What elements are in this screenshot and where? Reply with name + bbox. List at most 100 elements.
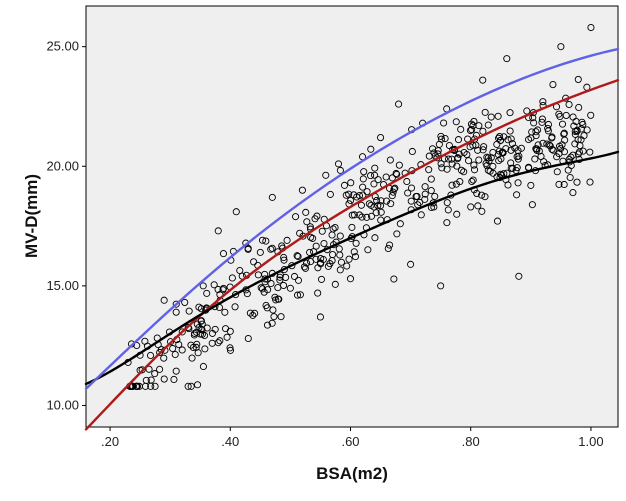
scatter-point [219, 250, 228, 258]
scatter-point [557, 43, 565, 51]
scatter-point [472, 141, 480, 149]
scatter-point [386, 156, 394, 164]
scatter-point [280, 256, 288, 264]
scatter-point [396, 220, 404, 228]
scatter-point [508, 140, 516, 148]
scatter-point [133, 341, 141, 350]
scatter-point [455, 150, 463, 158]
scatter-point [371, 171, 379, 179]
scatter-point [504, 181, 512, 189]
scatter-point [534, 141, 542, 149]
scatter-point [316, 313, 324, 321]
scatter-point [132, 382, 140, 390]
scatter-point [506, 109, 514, 117]
scatter-point [367, 145, 375, 153]
scatter-point [244, 245, 252, 253]
scatter-point [345, 255, 353, 263]
scatter-point [355, 191, 363, 200]
scatter-point [146, 351, 155, 360]
scatter-point [189, 343, 197, 352]
scatter-point [567, 153, 575, 161]
scatter-point [500, 170, 508, 178]
scatter-point [539, 139, 547, 147]
scatter-point [363, 213, 371, 221]
scatter-point [211, 325, 219, 333]
scatter-point [181, 298, 189, 306]
scatter-point [350, 248, 358, 256]
scatter-point [151, 370, 159, 378]
scatter-point [495, 134, 503, 142]
scatter-point [303, 259, 311, 267]
scatter-point [348, 211, 356, 219]
scatter-point [188, 354, 196, 362]
scatter-point [320, 239, 328, 248]
scatter-point [537, 152, 545, 160]
scatter-point [479, 146, 487, 154]
scatter-point [328, 257, 336, 265]
scatter-point [187, 382, 195, 390]
scatter-point [390, 275, 398, 283]
scatter-point [548, 133, 556, 141]
scatter-point [312, 255, 320, 263]
y-tick-label: 10.00 [46, 397, 79, 412]
scatter-point [348, 223, 356, 231]
scatter-point [467, 203, 475, 211]
scatter-point [221, 308, 229, 316]
scatter-point [587, 111, 595, 119]
scatter-point [231, 303, 239, 311]
scatter-point [214, 285, 222, 294]
scatter-point [156, 365, 164, 373]
scatter-point [267, 245, 275, 253]
scatter-point [469, 141, 477, 149]
scatter-point [437, 282, 445, 290]
scatter-point [431, 192, 439, 200]
scatter-point [151, 382, 159, 390]
scatter-point [437, 132, 445, 140]
scatter-point [474, 146, 482, 154]
scatter-point [427, 187, 435, 195]
scatter-point [256, 248, 264, 256]
scatter-point [463, 150, 471, 159]
scatter-point [586, 148, 594, 156]
scatter-point [475, 122, 483, 130]
scatter-point [514, 147, 522, 155]
scatter-point [172, 300, 180, 308]
scatter-point [328, 231, 336, 239]
scatter-point [514, 155, 522, 163]
scatter-point [454, 136, 463, 144]
scatter-point [443, 199, 451, 207]
scatter-point [371, 234, 379, 242]
scatter-point [226, 344, 234, 352]
scatter-points [124, 23, 595, 390]
scatter-point [262, 301, 270, 310]
scatter-point [324, 262, 332, 270]
scatter-point [373, 196, 381, 205]
scatter-point [532, 145, 540, 153]
scatter-point [384, 244, 392, 253]
scatter-point [497, 155, 505, 163]
scatter-point [496, 133, 504, 141]
scatter-point [364, 246, 372, 254]
scatter-point [169, 344, 177, 353]
scatter-point [296, 229, 304, 237]
scatter-point [560, 130, 568, 138]
scatter-point [478, 207, 486, 215]
scatter-point [191, 329, 199, 337]
scatter-point [246, 309, 254, 317]
scatter-point [326, 190, 334, 198]
scatter-point [293, 291, 302, 299]
scatter-point [358, 213, 366, 221]
scatter-point [569, 189, 577, 197]
scatter-point [201, 331, 209, 340]
scatter-point [171, 350, 179, 359]
scatter-point [331, 224, 339, 232]
quadratic-fit-line [84, 150, 620, 386]
scatter-point [160, 296, 168, 304]
scatter-point [175, 341, 183, 349]
scatter-point [513, 191, 521, 199]
scatter-point [386, 241, 394, 249]
scatter-point [199, 282, 207, 290]
scatter-point [226, 346, 235, 354]
scatter-point [441, 134, 449, 143]
scatter-point [359, 183, 367, 191]
